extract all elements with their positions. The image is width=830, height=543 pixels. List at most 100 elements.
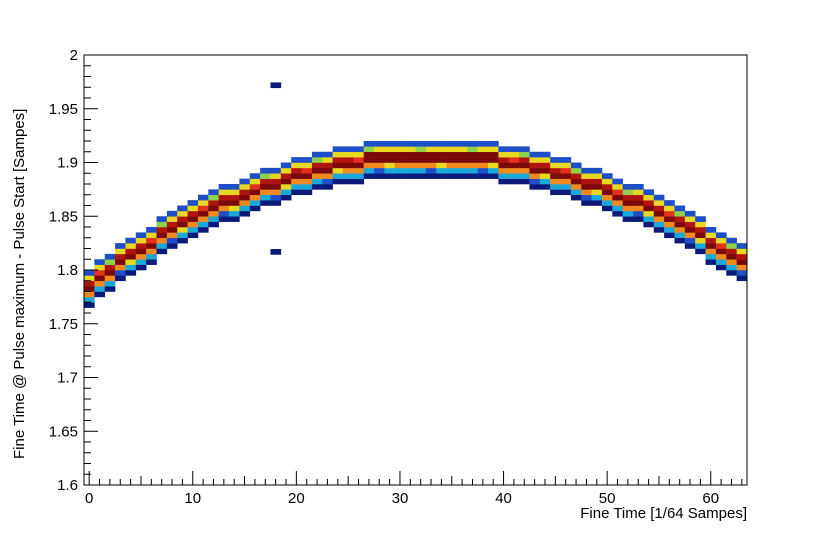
heatmap-cell: [529, 151, 541, 158]
heatmap-cell: [353, 157, 364, 163]
x-tick-label: 50: [599, 490, 616, 507]
y-tick-label: 1.8: [57, 262, 78, 279]
heatmap-cell: [519, 162, 530, 169]
heatmap-cell: [405, 151, 416, 158]
heatmap-cell: [197, 200, 209, 206]
heatmap-cell: [550, 167, 561, 174]
heatmap-cell: [311, 162, 323, 169]
heatmap-cell: [374, 151, 385, 158]
heatmap-cell: [301, 173, 313, 179]
heatmap-cell: [425, 151, 437, 158]
heatmap-cell: [456, 162, 468, 169]
heatmap-cell: [581, 200, 592, 206]
heatmap-cell: [208, 221, 219, 228]
heatmap-cell: [156, 237, 168, 244]
heatmap-cell: [156, 216, 168, 222]
heatmap-cell: [115, 270, 126, 276]
heatmap-cell: [146, 248, 157, 255]
y-tick-label: 1.6: [57, 477, 78, 494]
heatmap-cell: [249, 200, 261, 206]
heatmap-cell: [94, 275, 106, 282]
heatmap-cell: [519, 167, 530, 174]
heatmap-cell: [280, 178, 292, 185]
heatmap-cell: [146, 237, 157, 244]
heatmap-cell: [249, 194, 261, 201]
heatmap-cell: [218, 210, 230, 217]
heatmap-cell: [280, 167, 292, 174]
heatmap-cell: [446, 146, 458, 153]
heatmap-cell: [653, 200, 665, 206]
heatmap-cell: [633, 184, 644, 190]
heatmap-cell: [736, 270, 748, 276]
heatmap-cell: [601, 205, 613, 212]
heatmap-cell: [374, 141, 385, 147]
x-tick-label: 0: [85, 490, 93, 507]
heatmap-cell: [363, 167, 375, 174]
heatmap-cell: [342, 151, 354, 158]
heatmap-cell: [508, 157, 520, 163]
heatmap-cell: [653, 194, 665, 201]
heatmap-cell: [550, 189, 561, 196]
heatmap-cell: [633, 216, 644, 222]
heatmap-cell: [239, 200, 251, 206]
heatmap-cell: [715, 232, 727, 239]
heatmap-cell: [197, 221, 209, 228]
heatmap-cell: [166, 243, 178, 249]
heatmap-cell: [208, 200, 219, 206]
heatmap-cell: [477, 167, 489, 174]
heatmap-cell: [715, 243, 727, 249]
heatmap-cell: [104, 280, 116, 287]
heatmap-cell: [539, 184, 551, 190]
heatmap-cell: [187, 200, 199, 206]
heatmap-cell: [477, 146, 489, 153]
heatmap-cell: [436, 146, 447, 153]
heatmap-cell: [436, 151, 447, 158]
heatmap-cell: [156, 243, 168, 249]
heatmap-cell: [177, 216, 188, 222]
x-tick-label: 10: [184, 490, 201, 507]
heatmap-cell: [249, 173, 261, 179]
heatmap-cell: [301, 162, 313, 169]
heatmap-cell: [311, 167, 323, 174]
heatmap-cell: [601, 173, 613, 179]
heatmap-cell: [187, 210, 199, 217]
heatmap-cell: [84, 296, 95, 303]
heatmap-cell: [260, 173, 271, 179]
heatmap-cell: [270, 184, 282, 190]
heatmap-cell: [560, 167, 572, 174]
heatmap-cell: [270, 178, 282, 185]
heatmap-cell: [332, 178, 344, 185]
heatmap-cell: [84, 270, 95, 276]
heatmap-cell: [218, 216, 230, 222]
heatmap-cell: [104, 253, 116, 260]
heatmap-cell: [498, 167, 510, 174]
heatmap-cell: [488, 173, 499, 179]
heatmap-cell: [519, 146, 530, 153]
heatmap-cell: [726, 248, 737, 255]
heatmap-cell: [705, 237, 717, 244]
y-tick-label: 1.85: [49, 208, 78, 225]
heatmap-cell: [477, 141, 489, 147]
heatmap-cell: [529, 167, 541, 174]
heatmap-cell: [311, 173, 323, 179]
heatmap-cell: [591, 184, 603, 190]
heatmap-cell: [322, 184, 333, 190]
heatmap-cell: [208, 194, 219, 201]
x-tick-label: 40: [495, 490, 512, 507]
heatmap-cell: [197, 210, 209, 217]
heatmap-cell: [208, 210, 219, 217]
heatmap-cell: [705, 259, 717, 265]
heatmap-cell: [705, 243, 717, 249]
heatmap-cell: [581, 178, 592, 185]
heatmap-cell: [674, 216, 686, 222]
x-axis: 0 10 20 30 40 50 60: [85, 471, 743, 507]
heatmap-cell: [529, 184, 541, 190]
heatmap-cell: [332, 151, 344, 158]
heatmap-cell: [239, 184, 251, 190]
heatmap-cell: [436, 162, 447, 169]
heatmap-cell: [508, 178, 520, 185]
heatmap-cell: [529, 178, 541, 185]
heatmap-cell: [622, 184, 634, 190]
heatmap-cell: [280, 173, 292, 179]
